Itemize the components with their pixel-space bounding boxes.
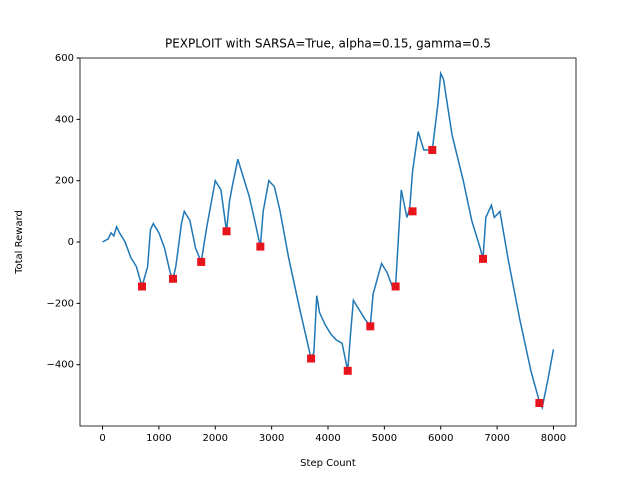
exploit-marker	[428, 146, 437, 154]
reward-line	[102, 70, 555, 410]
y-axis-label: Total Reward	[14, 210, 25, 275]
chart-title: PEXPLOIT with SARSA=True, alpha=0.15, ga…	[165, 37, 491, 51]
x-tick-label: 6000	[428, 433, 453, 444]
plot-frame	[79, 57, 577, 427]
exploit-marker	[408, 207, 417, 216]
exploit-marker	[343, 366, 352, 375]
x-tick-label: 0	[99, 433, 105, 444]
exploit-marker	[197, 257, 206, 266]
x-tick-label: 2000	[203, 433, 228, 444]
x-tick-label: 5000	[372, 433, 397, 444]
exploit-marker	[535, 399, 544, 407]
x-tick-label: 7000	[484, 433, 509, 444]
y-tick-label: −400	[47, 360, 74, 371]
y-tick-label: −200	[47, 298, 74, 309]
y-tick-label: 400	[55, 114, 74, 125]
exploit-marker	[138, 282, 146, 291]
x-tick-label: 1000	[146, 433, 171, 444]
y-tick-label: 200	[55, 176, 74, 187]
x-tick-label: 3000	[259, 433, 284, 444]
exploit-marker	[222, 227, 231, 236]
exploit-marker	[256, 242, 265, 251]
exploit-marker	[307, 354, 316, 363]
y-tick-label: 600	[55, 53, 74, 64]
exploit-marker	[479, 254, 487, 263]
x-axis-label: Step Count	[300, 458, 356, 469]
y-tick-label: 0	[68, 237, 74, 248]
x-tick-label: 4000	[315, 433, 340, 444]
x-tick-label: 8000	[541, 433, 566, 444]
exploit-marker	[366, 322, 375, 331]
exploit-marker	[391, 282, 400, 291]
exploit-marker	[169, 274, 177, 283]
